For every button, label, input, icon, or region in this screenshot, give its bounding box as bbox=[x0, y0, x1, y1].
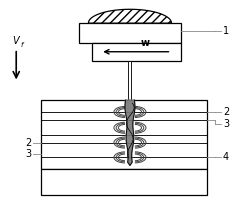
Text: 1: 1 bbox=[223, 26, 229, 36]
Text: 2: 2 bbox=[223, 107, 229, 117]
Text: 2: 2 bbox=[25, 138, 31, 148]
Text: 4: 4 bbox=[223, 152, 229, 162]
Text: 3: 3 bbox=[223, 119, 229, 129]
Text: 3: 3 bbox=[25, 149, 31, 159]
Bar bbox=[128, 61, 132, 100]
Polygon shape bbox=[88, 9, 172, 23]
Bar bbox=[92, 43, 181, 61]
Polygon shape bbox=[125, 100, 135, 165]
Bar bbox=[41, 100, 207, 169]
Bar bbox=[78, 23, 181, 43]
Text: w: w bbox=[140, 38, 149, 48]
Text: V: V bbox=[12, 36, 18, 46]
Text: f: f bbox=[20, 42, 23, 48]
Bar bbox=[41, 169, 207, 195]
